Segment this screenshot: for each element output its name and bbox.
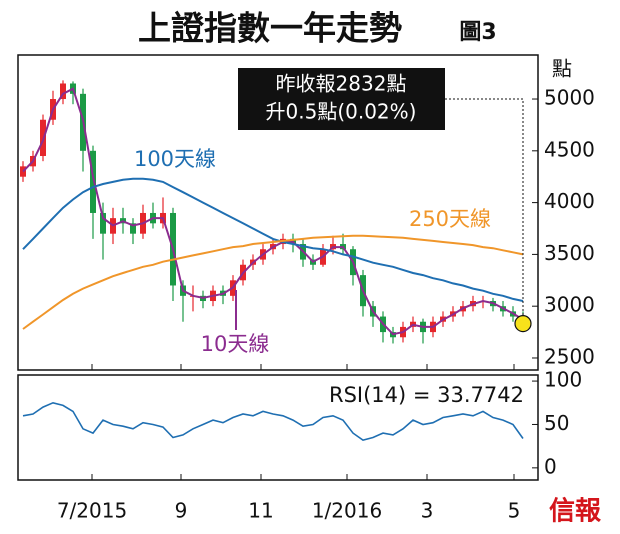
- x-tick-label: 9: [175, 499, 188, 523]
- candle-body: [60, 83, 66, 100]
- unit-label: 點: [552, 57, 572, 81]
- line-label: 100天線: [134, 147, 216, 171]
- annotation-text: 昨收報2832點: [276, 72, 407, 96]
- ma-line: [22, 234, 524, 330]
- x-tick-label: 3: [421, 499, 434, 523]
- rsi-tick-label: 0: [544, 454, 557, 478]
- y-tick-label: 3500: [544, 241, 595, 265]
- candle-body: [100, 212, 106, 234]
- x-tick-label: 1/2016: [312, 499, 382, 523]
- rsi-line: [22, 401, 524, 441]
- chart-title: 上證指數一年走勢: [138, 9, 402, 48]
- ma-line: [22, 177, 524, 302]
- y-tick-label: 2500: [544, 344, 595, 368]
- main-panel: [17, 54, 539, 371]
- line-label: 250天線: [409, 207, 491, 231]
- y-tick-label: 3000: [544, 293, 595, 317]
- x-tick-label: 5: [508, 499, 521, 523]
- candle-body: [130, 223, 136, 234]
- candle-body: [90, 150, 96, 213]
- rsi-panel: [17, 374, 539, 481]
- source-logo: 信報: [549, 497, 602, 527]
- line-label: 10天線: [201, 332, 270, 356]
- rsi-tick-label: 50: [544, 411, 569, 435]
- y-tick-label: 4500: [544, 137, 595, 161]
- chart-subtitle: 圖3: [459, 20, 496, 45]
- ma-line: [22, 87, 524, 336]
- x-tick-label: 7/2015: [57, 499, 127, 523]
- candle-body: [20, 166, 26, 177]
- last-point: [514, 314, 532, 333]
- rsi-label: RSI(14) = 33.7742: [329, 383, 524, 407]
- y-tick-label: 4000: [544, 189, 595, 213]
- y-tick-label: 5000: [544, 86, 595, 110]
- annotation-box: [238, 68, 445, 130]
- x-tick-label: 11: [248, 499, 273, 523]
- rsi-tick-label: 100: [544, 368, 582, 392]
- annotation-text: 升0.5點(0.02%): [266, 100, 417, 124]
- annotation-leader: [445, 98, 524, 316]
